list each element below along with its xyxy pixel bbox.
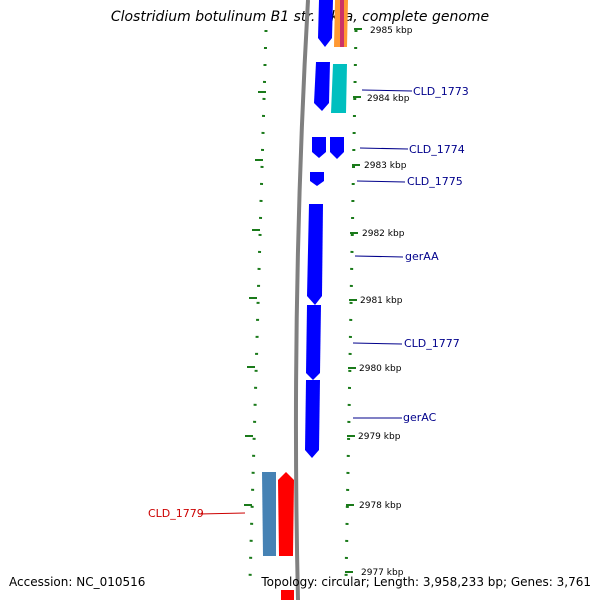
label-connector bbox=[352, 342, 403, 345]
gene-label-cld-1777[interactable]: CLD_1777 bbox=[404, 337, 460, 350]
scale-label: 2978 kbp bbox=[359, 501, 402, 511]
scale-label: 2984 kbp bbox=[367, 94, 410, 104]
label-connector bbox=[356, 180, 406, 183]
label-connector bbox=[198, 512, 246, 515]
label-connector bbox=[359, 147, 409, 150]
gene-label-cld-1775[interactable]: CLD_1775 bbox=[407, 175, 463, 188]
scale-label: 2983 kbp bbox=[364, 161, 407, 171]
reverse-gene bbox=[278, 472, 294, 556]
reverse-gene-cld-1779 bbox=[262, 472, 276, 556]
genome-backbone bbox=[293, 0, 310, 600]
cyan-gene bbox=[331, 64, 347, 113]
scale-label: 2977 kbp bbox=[361, 568, 404, 578]
gene-label-cld-1773[interactable]: CLD_1773 bbox=[413, 85, 469, 98]
inner-tick-ring bbox=[244, 29, 268, 581]
gene-label-gerac[interactable]: gerAC bbox=[403, 411, 437, 424]
reverse-strand-genes bbox=[262, 472, 294, 600]
map-title: Clostridium botulinum B1 str. Okra, comp… bbox=[110, 9, 490, 25]
label-connector bbox=[354, 255, 404, 258]
forward-gene-geraa bbox=[307, 204, 323, 305]
forward-gene bbox=[340, 0, 344, 47]
scale-label: 2980 kbp bbox=[359, 364, 402, 374]
scale-label: 2982 kbp bbox=[362, 229, 405, 239]
forward-gene-cld-1775 bbox=[310, 172, 324, 186]
genome-summary-text: Topology: circular; Length: 3,958,233 bp… bbox=[261, 575, 591, 589]
forward-gene-cld-1777 bbox=[306, 305, 321, 380]
forward-gene-cld-1774b bbox=[330, 137, 344, 159]
accession-text: Accession: NC_010516 bbox=[9, 575, 146, 589]
gene-label-geraa[interactable]: gerAA bbox=[405, 250, 439, 263]
forward-gene-cld-1774a bbox=[312, 137, 326, 158]
forward-gene-cld-1773 bbox=[314, 62, 330, 111]
scale-label: 2985 kbp bbox=[370, 26, 413, 36]
gene-label-cld-1774[interactable]: CLD_1774 bbox=[409, 143, 465, 156]
forward-gene-gerac bbox=[305, 380, 320, 458]
scale-label: 2979 kbp bbox=[358, 432, 401, 442]
outer-scale-ring bbox=[344, 28, 362, 581]
forward-gene bbox=[318, 0, 333, 47]
reverse-gene bbox=[281, 590, 294, 600]
gene-label-cld-1779[interactable]: CLD_1779 bbox=[148, 507, 204, 520]
forward-strand-genes bbox=[305, 0, 348, 458]
scale-label: 2981 kbp bbox=[360, 296, 403, 306]
label-connector bbox=[361, 89, 413, 92]
